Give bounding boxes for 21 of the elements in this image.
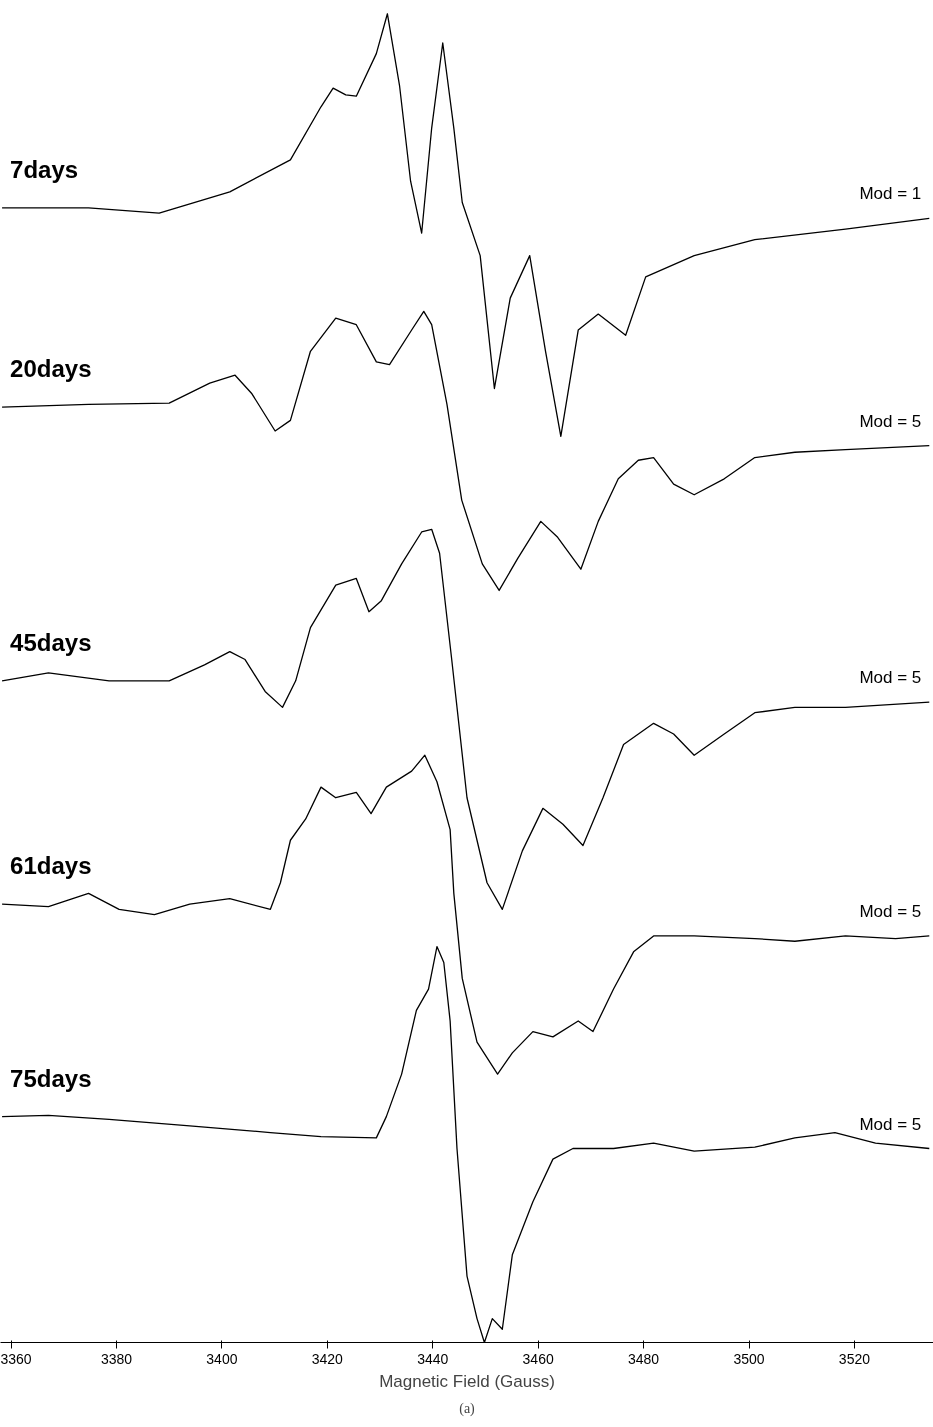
text: (a): [459, 1400, 476, 1417]
series-label: 61days: [10, 852, 92, 880]
series-label: 7days: [10, 155, 79, 183]
series-label: 75days: [10, 1064, 92, 1092]
x-axis-title: Magnetic Field (Gauss): [379, 1371, 555, 1391]
x-tick-label: 3380: [100, 1350, 133, 1367]
x-tick-label: 3500: [733, 1350, 765, 1367]
series-label: 20days: [10, 355, 92, 383]
x-tick-label: 3440: [417, 1350, 449, 1367]
x-tick-label: 3460: [522, 1350, 554, 1367]
x-tick-label: 3420: [311, 1350, 344, 1367]
series-label: 45days: [10, 628, 92, 656]
annotation: Mod = 5: [859, 668, 922, 688]
annotation: Mod = 1: [859, 184, 922, 204]
annotation: Mod = 5: [859, 1114, 922, 1134]
x-tick-label: 3480: [628, 1350, 660, 1367]
annotation: Mod = 5: [859, 411, 922, 431]
x-tick-label: 3520: [838, 1350, 871, 1367]
x-tick-label: 3360: [0, 1350, 32, 1367]
x-tick-label: 3400: [206, 1350, 238, 1367]
annotation: Mod = 5: [859, 901, 922, 921]
